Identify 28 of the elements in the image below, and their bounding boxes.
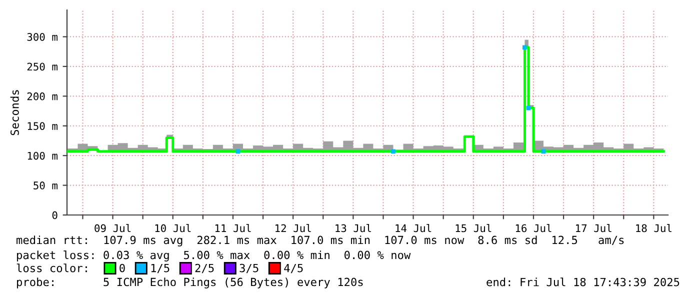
- x-tick-label: 15 Jul: [456, 224, 492, 232]
- y-axis-title: Seconds: [10, 90, 19, 136]
- text: median rtt: 107.9 ms avg 282.1 ms max 107.0 ms min 107.0 ms now 8.6 ms sd 12.5 am/s: [16, 236, 624, 246]
- y-tick-label: 100 m: [28, 152, 58, 160]
- x-tick-label: 10 Jul: [155, 224, 191, 232]
- legend-label: 0: [120, 264, 125, 272]
- y-tick-label: 0: [52, 211, 58, 220]
- text: probe: 5 ICMP Echo Pings (56 Bytes) every 120s: [17, 278, 363, 288]
- x-tick-label: 18 Jul: [636, 224, 672, 232]
- legend-label: 4/5: [284, 264, 303, 274]
- y-tick-label: 250 m: [27, 62, 58, 71]
- text: end: Fri Jul 18 17:43:39 2025: [486, 278, 680, 286]
- x-tick-label: 17 Jul: [576, 224, 612, 232]
- x-tick-label: 11 Jul: [215, 224, 251, 232]
- x-tick-label: 14 Jul: [396, 224, 432, 232]
- y-tick-label: 50 m: [34, 182, 58, 190]
- legend-title: loss color:: [16, 264, 87, 272]
- x-tick-label: 09 Jul: [94, 224, 131, 232]
- y-tick-label: 300 m: [27, 32, 58, 41]
- legend-label: 1/5: [151, 264, 170, 274]
- x-tick-label: 13 Jul: [336, 224, 371, 232]
- legend-label: 2/5: [195, 264, 214, 274]
- y-tick-label: 200 m: [27, 92, 58, 100]
- y-tick-label: 150 m: [28, 122, 58, 130]
- legend-label: 3/5: [240, 264, 258, 274]
- x-tick-label: 12 Jul: [276, 224, 311, 232]
- text: packet loss: 0.03 % avg 5.00 % max 0.00 % min 0.00 % now: [17, 250, 411, 262]
- x-tick-label: 16 Jul: [516, 224, 552, 232]
